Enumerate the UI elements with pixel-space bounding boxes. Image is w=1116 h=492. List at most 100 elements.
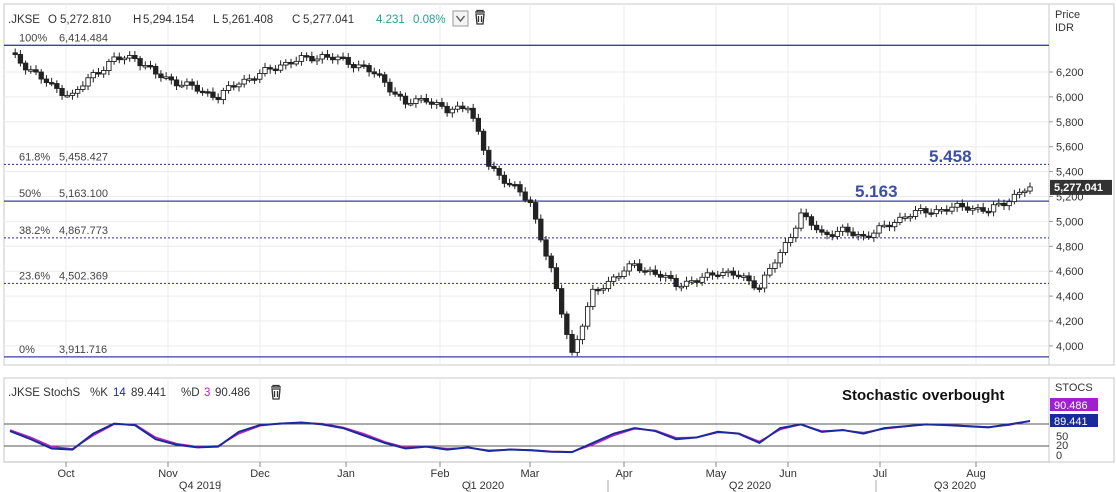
trash-icon[interactable] bbox=[271, 384, 281, 400]
price-gridlines bbox=[4, 71, 1049, 347]
candle-body bbox=[272, 68, 279, 72]
stoch-delete-button[interactable] bbox=[271, 384, 281, 400]
candle-body bbox=[101, 70, 107, 75]
candle-body bbox=[366, 65, 372, 73]
candle-body bbox=[309, 55, 315, 62]
candle-body bbox=[704, 272, 710, 278]
last-price-box bbox=[1050, 179, 1112, 195]
candle-body bbox=[345, 56, 351, 65]
candle-body bbox=[637, 263, 643, 272]
candle-body bbox=[767, 268, 773, 276]
candle-body bbox=[1022, 190, 1028, 194]
candle-body bbox=[12, 52, 18, 55]
candle-body bbox=[408, 103, 414, 106]
candle-body bbox=[793, 227, 799, 239]
candle-body bbox=[194, 84, 200, 92]
candle-body bbox=[69, 92, 76, 96]
stoch-axis-title: STOCS bbox=[1055, 382, 1093, 394]
fib-percent-label: 0% bbox=[19, 344, 35, 356]
quarter-label: Q1 2020 bbox=[462, 480, 504, 492]
candle-body bbox=[376, 73, 383, 76]
fib-percent-label: 23.6% bbox=[19, 270, 50, 282]
candle-body bbox=[475, 117, 482, 132]
candle-body bbox=[657, 273, 664, 278]
low-value: 5,261.408 bbox=[222, 14, 273, 26]
candle-body bbox=[897, 216, 903, 223]
candle-body bbox=[907, 216, 913, 219]
candle-body bbox=[741, 275, 747, 278]
high-value: 5,294.154 bbox=[143, 14, 195, 26]
candle-body bbox=[668, 275, 674, 279]
candle-body bbox=[928, 212, 934, 215]
stoch-k-value: 89.441 bbox=[131, 387, 166, 399]
candle-body bbox=[132, 55, 138, 60]
candle-body bbox=[137, 58, 143, 67]
trash-icon[interactable] bbox=[475, 9, 485, 25]
dropdown-box[interactable] bbox=[452, 10, 469, 27]
candle-body bbox=[595, 288, 601, 292]
candle-body bbox=[428, 101, 435, 105]
dropdown-button[interactable] bbox=[452, 10, 469, 27]
month-label: May bbox=[706, 468, 727, 480]
fib-percent-label: 61.8% bbox=[19, 151, 50, 163]
candle-body bbox=[314, 58, 320, 62]
candle-body bbox=[980, 207, 986, 212]
candle-body bbox=[730, 270, 737, 276]
candlestick-series bbox=[12, 48, 1033, 357]
callout-upper: 5.458 bbox=[929, 147, 972, 166]
candle-body bbox=[512, 184, 518, 187]
candle-body bbox=[236, 83, 242, 88]
candle-body bbox=[496, 168, 502, 176]
candle-body bbox=[548, 255, 554, 269]
candle-body bbox=[147, 65, 154, 68]
candle-body bbox=[866, 235, 872, 239]
stoch-panel-frame bbox=[3, 377, 1115, 463]
month-label: Dec bbox=[250, 468, 270, 480]
stoch-d-badge-box bbox=[1050, 398, 1098, 411]
price-tick-label: 4,200 bbox=[1056, 316, 1084, 328]
candle-body bbox=[949, 206, 955, 212]
candle-body bbox=[564, 313, 570, 335]
stoch-k-badge-text: 89.441 bbox=[1054, 416, 1088, 428]
candle-body bbox=[179, 84, 185, 88]
price-tick-label: 5,400 bbox=[1056, 167, 1084, 179]
fib-value-label: 6,414.484 bbox=[59, 32, 108, 44]
chevron-down-icon[interactable] bbox=[455, 15, 466, 23]
candle-body bbox=[90, 72, 96, 79]
candle-body bbox=[522, 191, 528, 201]
candle-body bbox=[283, 61, 289, 66]
candle-body bbox=[1011, 193, 1018, 203]
candle-body bbox=[715, 274, 721, 277]
candle-body bbox=[970, 208, 976, 211]
candle-body bbox=[746, 275, 752, 282]
candle-body bbox=[834, 230, 841, 237]
candle-body bbox=[506, 182, 513, 186]
candle-body bbox=[574, 339, 580, 353]
candle-body bbox=[923, 208, 929, 214]
price-tick-label: 5,600 bbox=[1056, 142, 1084, 154]
month-label: Oct bbox=[57, 468, 74, 480]
candle-body bbox=[59, 88, 65, 96]
fib-value-label: 5,458.427 bbox=[59, 151, 108, 163]
close-label: C bbox=[292, 14, 300, 26]
symbol-label: .JKSE bbox=[8, 14, 40, 26]
month-label: Nov bbox=[158, 468, 178, 480]
candle-body bbox=[371, 71, 377, 75]
candle-body bbox=[470, 107, 476, 119]
candle-body bbox=[168, 76, 174, 81]
candle-body bbox=[824, 231, 830, 236]
candle-body bbox=[678, 285, 684, 289]
delete-button[interactable] bbox=[475, 9, 485, 25]
candle-body bbox=[64, 94, 70, 98]
candle-body bbox=[454, 105, 461, 110]
candle-body bbox=[881, 224, 887, 228]
candle-body bbox=[876, 225, 882, 234]
candle-body bbox=[163, 76, 169, 79]
candle-body bbox=[590, 288, 596, 308]
candle-body bbox=[241, 78, 247, 85]
candle-body bbox=[423, 98, 429, 103]
month-label: Jan bbox=[337, 468, 355, 480]
month-label: Mar bbox=[521, 468, 540, 480]
stoch-k-line bbox=[9, 420, 1031, 454]
candle-body bbox=[1027, 186, 1033, 192]
